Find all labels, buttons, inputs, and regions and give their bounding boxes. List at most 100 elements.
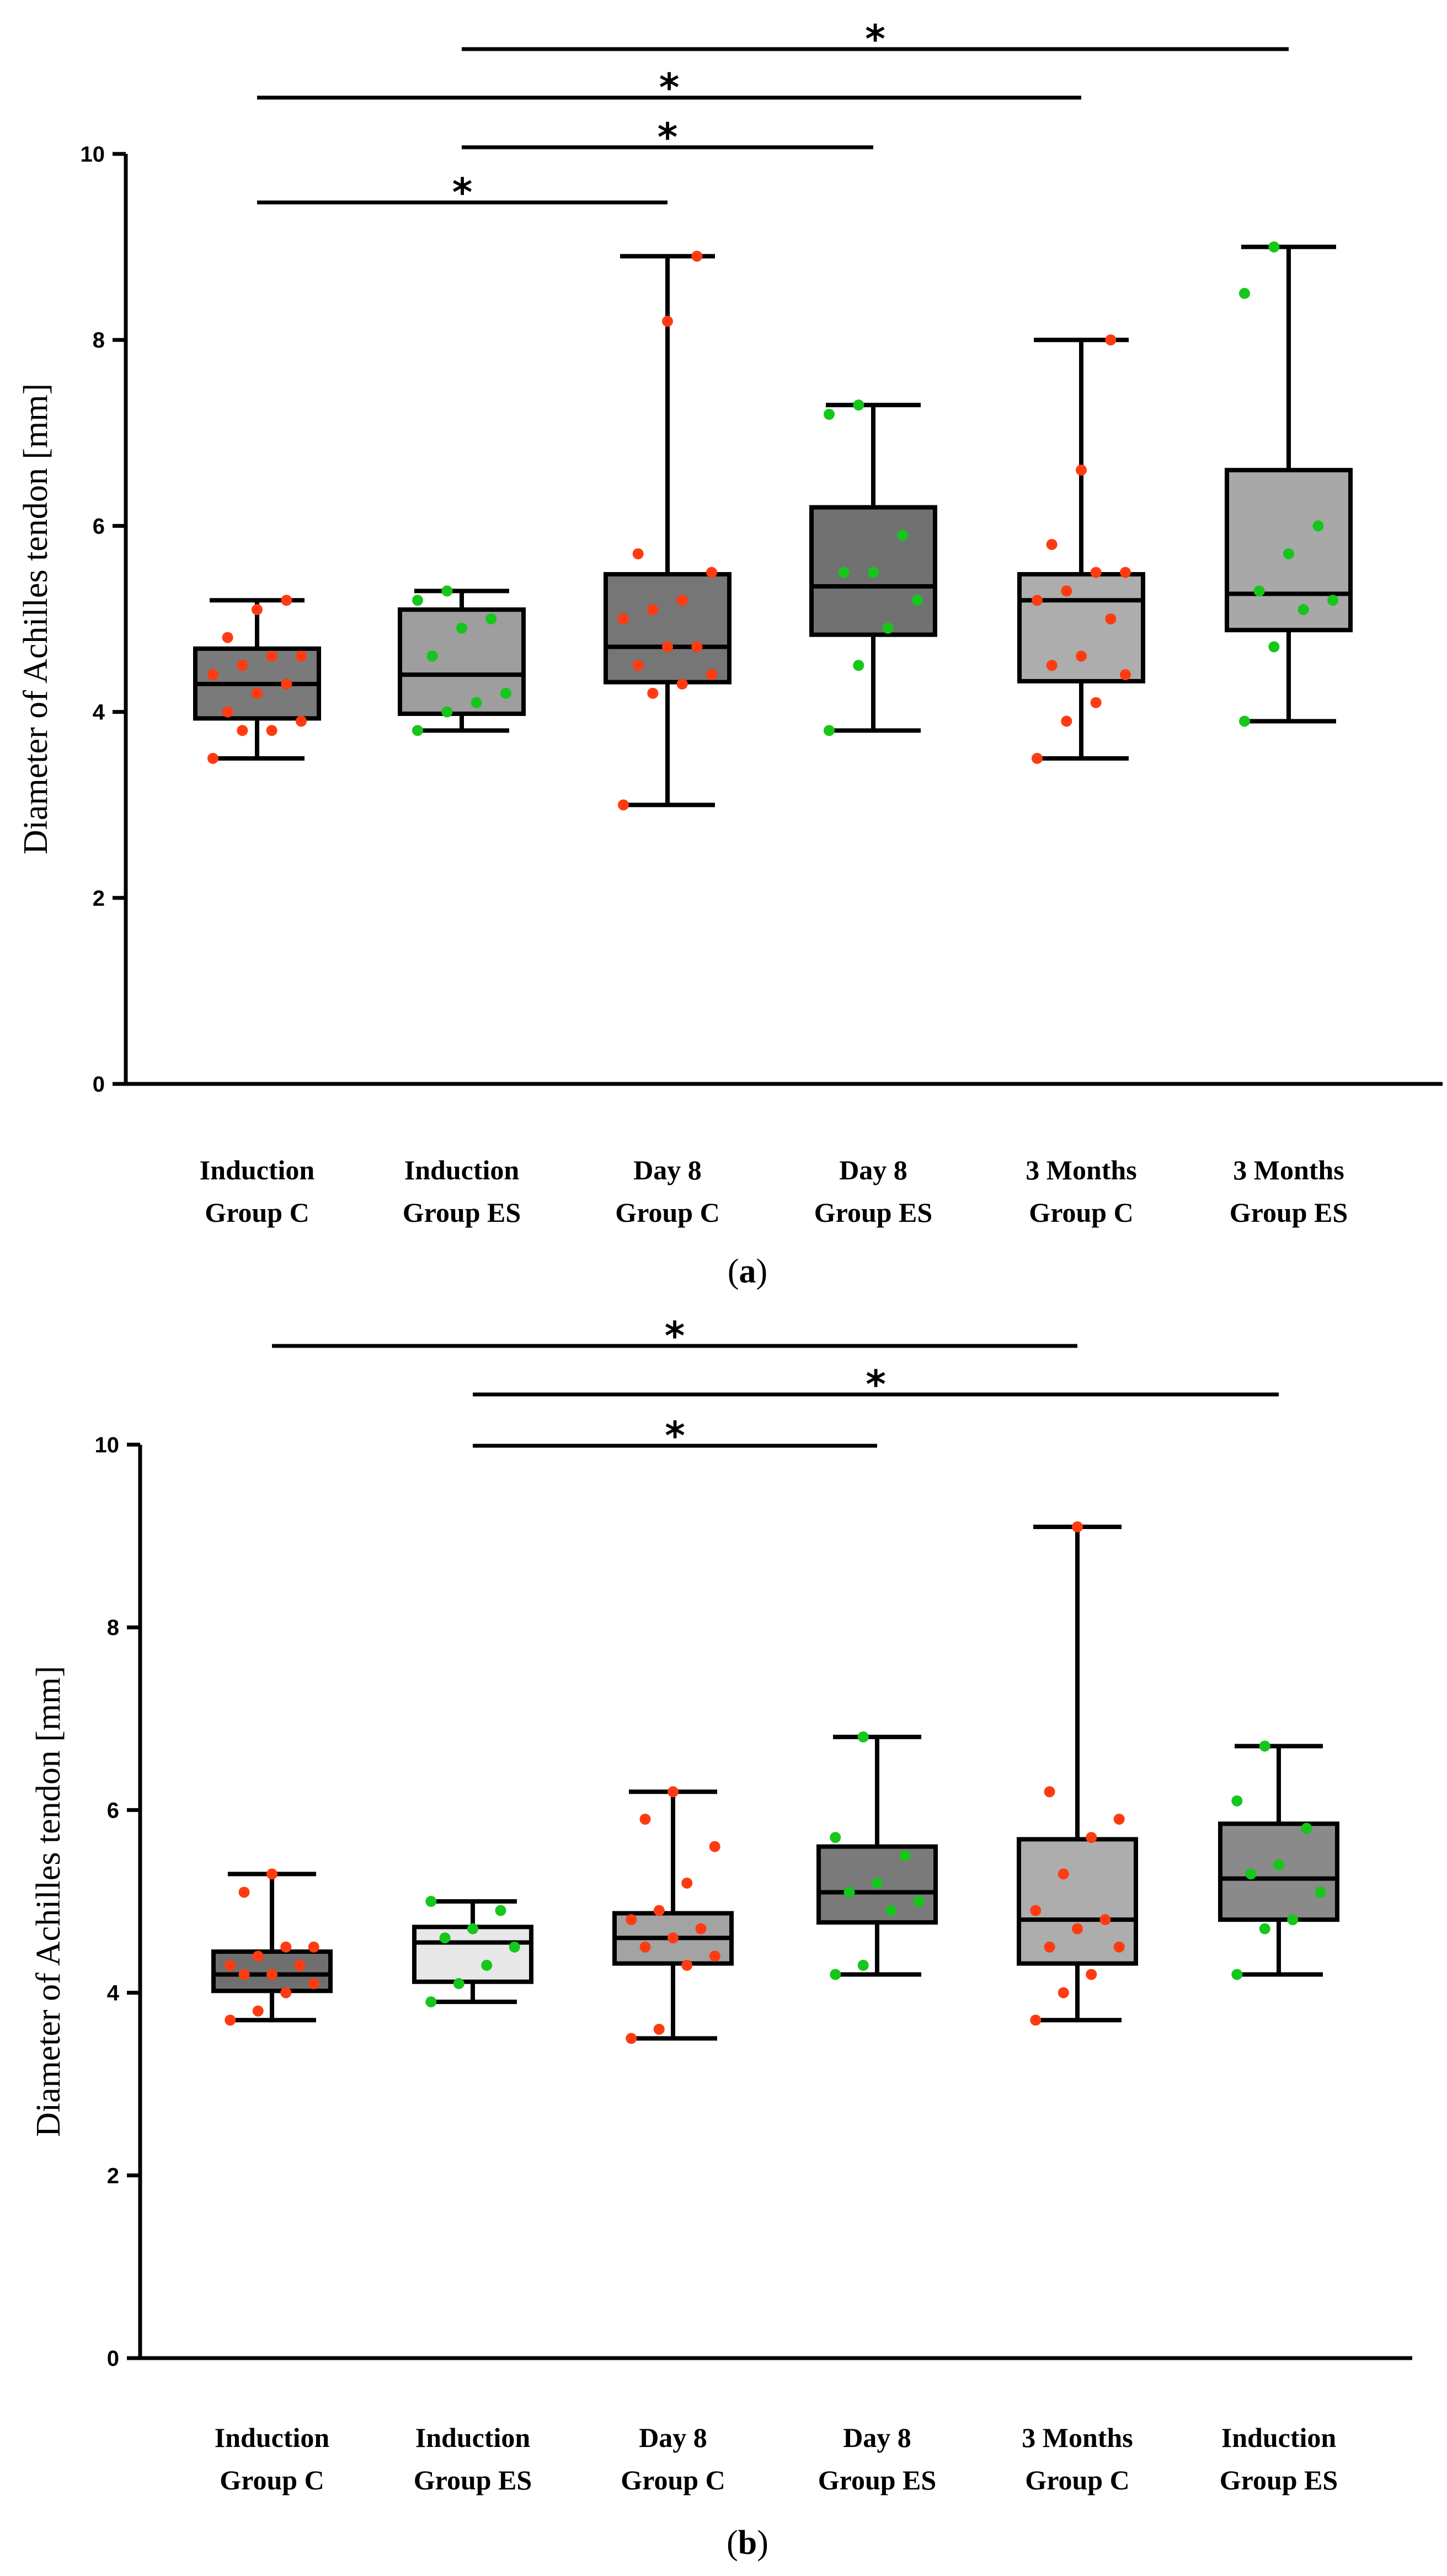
data-point [1120,669,1131,681]
data-point [618,799,629,811]
y-tick-label: 2 [107,2164,119,2188]
data-point [868,566,879,578]
category-label-line2: Group ES [818,2465,936,2495]
data-point [222,706,233,718]
y-tick-label: 4 [93,701,105,725]
data-point [653,1905,665,1916]
data-point [441,585,453,597]
category-label-line2: Group ES [1230,1197,1348,1228]
category-label-line1: Induction [215,2422,330,2453]
category-label-line2: Group C [1029,1197,1133,1228]
data-point [1090,697,1102,708]
panel-caption-letter: b [738,2524,757,2562]
data-point [1061,585,1072,597]
data-point [425,1996,437,2008]
data-point [1044,1786,1055,1798]
y-tick-label: 0 [93,1072,105,1097]
data-point [843,1886,855,1898]
data-point [668,1932,679,1944]
data-point [626,1914,637,1926]
data-point [1259,1740,1270,1752]
data-point [626,2033,637,2044]
data-point [1253,585,1265,597]
data-point [467,1923,478,1934]
data-point [1287,1914,1299,1926]
data-point [439,1932,451,1944]
box-iqr [1017,572,1145,683]
data-point [1090,566,1102,578]
data-point [1120,566,1131,578]
category-label-line1: 3 Months [1233,1155,1344,1185]
y-tick-label: 6 [93,514,105,538]
chart-panel-a: 0 2 4 6 8 10 Diameter of Achilles tendon [mm] I… [17,17,1443,1290]
panel-caption: (b) [727,2524,768,2562]
data-point [1301,1823,1312,1834]
data-point [425,1896,437,1907]
data-point [471,697,482,708]
y-tick-label: 10 [95,1433,120,1457]
data-point [237,660,248,671]
data-point [913,1896,925,1907]
chart-panel-b: 0 2 4 6 8 10 Diameter of Achilles tendon [mm] I… [30,1313,1412,2562]
category-label-line1: Day 8 [639,2422,707,2453]
data-point [691,250,703,262]
data-point [912,595,923,606]
y-tick-label: 10 [81,142,105,167]
data-point [509,1941,520,1953]
panel-caption-close: ) [756,1253,768,1290]
category-label-line2: Group C [205,1197,309,1228]
data-point [266,650,277,662]
panel-caption-open: ( [727,2524,738,2562]
data-point [1273,1859,1284,1870]
data-point [1072,1923,1083,1934]
data-point [824,725,835,736]
data-point [1058,1868,1069,1880]
data-point [1046,539,1058,551]
data-point [500,687,511,699]
panel-caption-close: ) [757,2524,768,2562]
significance-star: * [665,1313,685,1359]
data-point [1268,641,1280,653]
data-point [237,725,248,736]
data-point [266,1868,277,1880]
data-point [899,1850,911,1862]
data-point [1086,1969,1097,1980]
data-point [647,604,659,616]
data-point [853,399,864,411]
significance-star: * [865,17,885,62]
data-point [1105,334,1117,346]
y-tick-label: 4 [107,1981,120,2006]
data-point [441,706,453,718]
data-point [281,678,292,690]
data-point [1086,1832,1097,1843]
data-point [639,1941,651,1953]
data-point [1298,604,1309,616]
y-tick-label: 2 [93,886,105,911]
category-label-line2: Group C [220,2465,324,2495]
y-axis-title: Diameter of Achilles tendon [mm] [30,1666,67,2137]
data-point [1239,715,1250,727]
data-point [1058,1987,1069,1998]
data-point [676,678,688,690]
data-point [308,1978,319,1990]
data-point [885,1905,897,1916]
data-point [485,613,497,624]
data-point [1231,1795,1243,1807]
data-point [225,1959,236,1971]
data-point [280,1987,292,1998]
data-point [691,641,703,653]
category-label-line2: Group ES [414,2465,532,2495]
data-point [897,530,909,541]
data-point [1030,2014,1042,2026]
data-point [662,641,673,653]
data-point [252,2005,264,2017]
significance-star: * [452,170,473,215]
significance-star: * [658,115,678,160]
category-label-line1: Induction [1221,2422,1337,2453]
y-axis-title: Diameter of Achilles tendon [mm] [17,383,55,854]
data-point [207,752,218,764]
data-point [453,1978,464,1990]
data-point [222,632,233,643]
data-point [1076,464,1087,476]
data-point [495,1905,506,1916]
